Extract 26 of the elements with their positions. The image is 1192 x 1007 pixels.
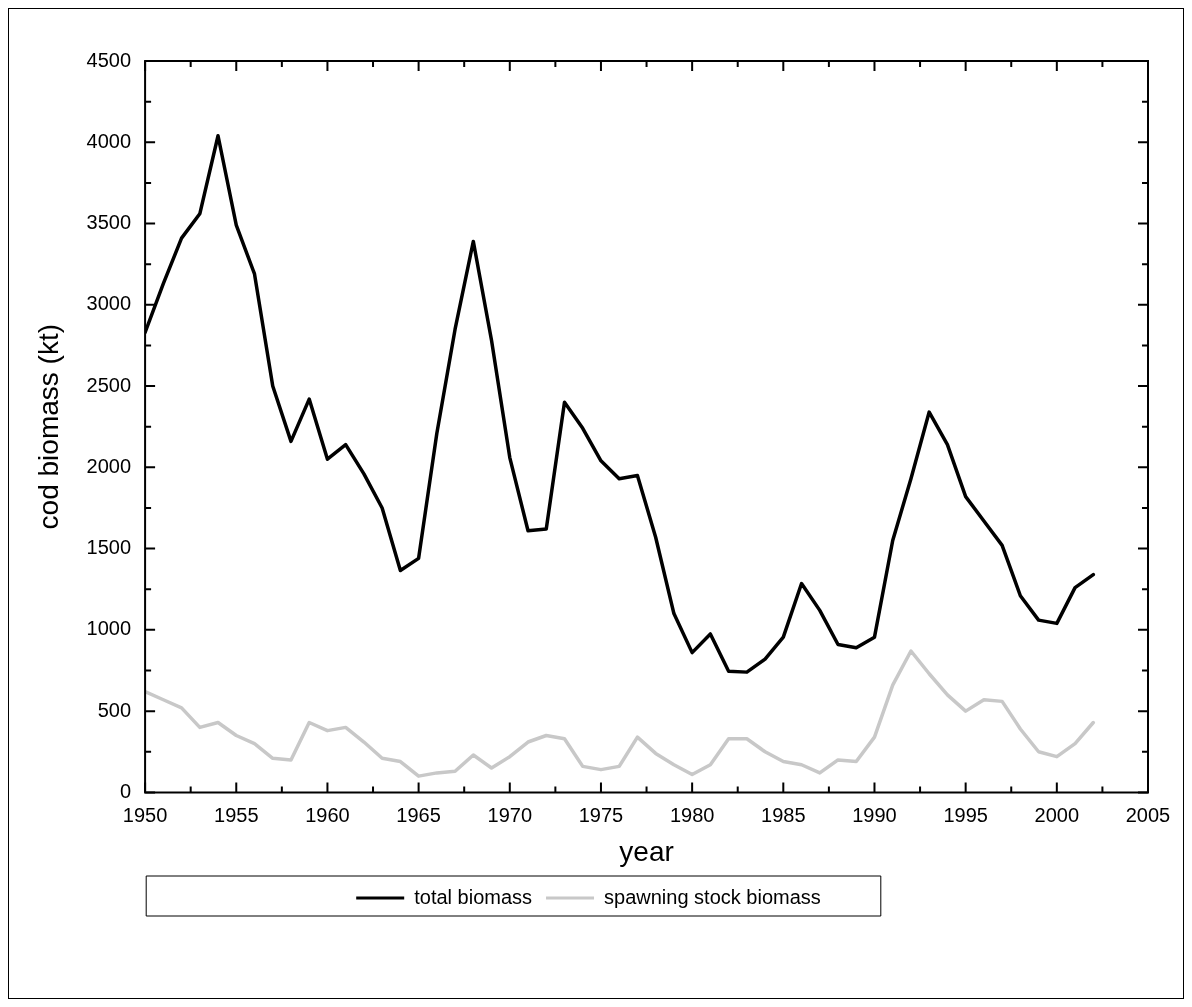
legend-label: total biomass: [414, 885, 533, 908]
y-tick-label: 3500: [86, 211, 132, 234]
y-tick-label: 500: [97, 698, 132, 721]
x-tick-label: 1980: [669, 803, 715, 826]
x-tick-label: 1965: [396, 803, 441, 826]
y-tick-label: 3000: [86, 292, 132, 315]
legend-label: spawning stock biomass: [604, 885, 821, 908]
y-tick-label: 4000: [86, 129, 132, 152]
x-tick-label: 2000: [1034, 803, 1080, 826]
x-tick-label: 1985: [761, 803, 806, 826]
x-tick-label: 1955: [214, 803, 259, 826]
y-tick-label: 2000: [86, 454, 132, 477]
x-tick-label: 2005: [1125, 803, 1171, 826]
x-axis-title: year: [619, 835, 674, 867]
y-axis-title: cod biomass (kt): [32, 324, 64, 530]
y-tick-label: 4500: [86, 48, 132, 71]
x-tick-label: 1975: [578, 803, 624, 826]
x-tick-label: 1960: [305, 803, 350, 826]
x-tick-label: 1995: [943, 803, 988, 826]
y-tick-label: 1500: [86, 536, 132, 559]
y-tick-label: 0: [119, 779, 132, 802]
y-tick-label: 1000: [86, 617, 132, 640]
x-tick-label: 1970: [487, 803, 533, 826]
x-tick-label: 1950: [122, 803, 168, 826]
x-tick-label: 1990: [852, 803, 897, 826]
y-tick-label: 2500: [86, 373, 132, 396]
